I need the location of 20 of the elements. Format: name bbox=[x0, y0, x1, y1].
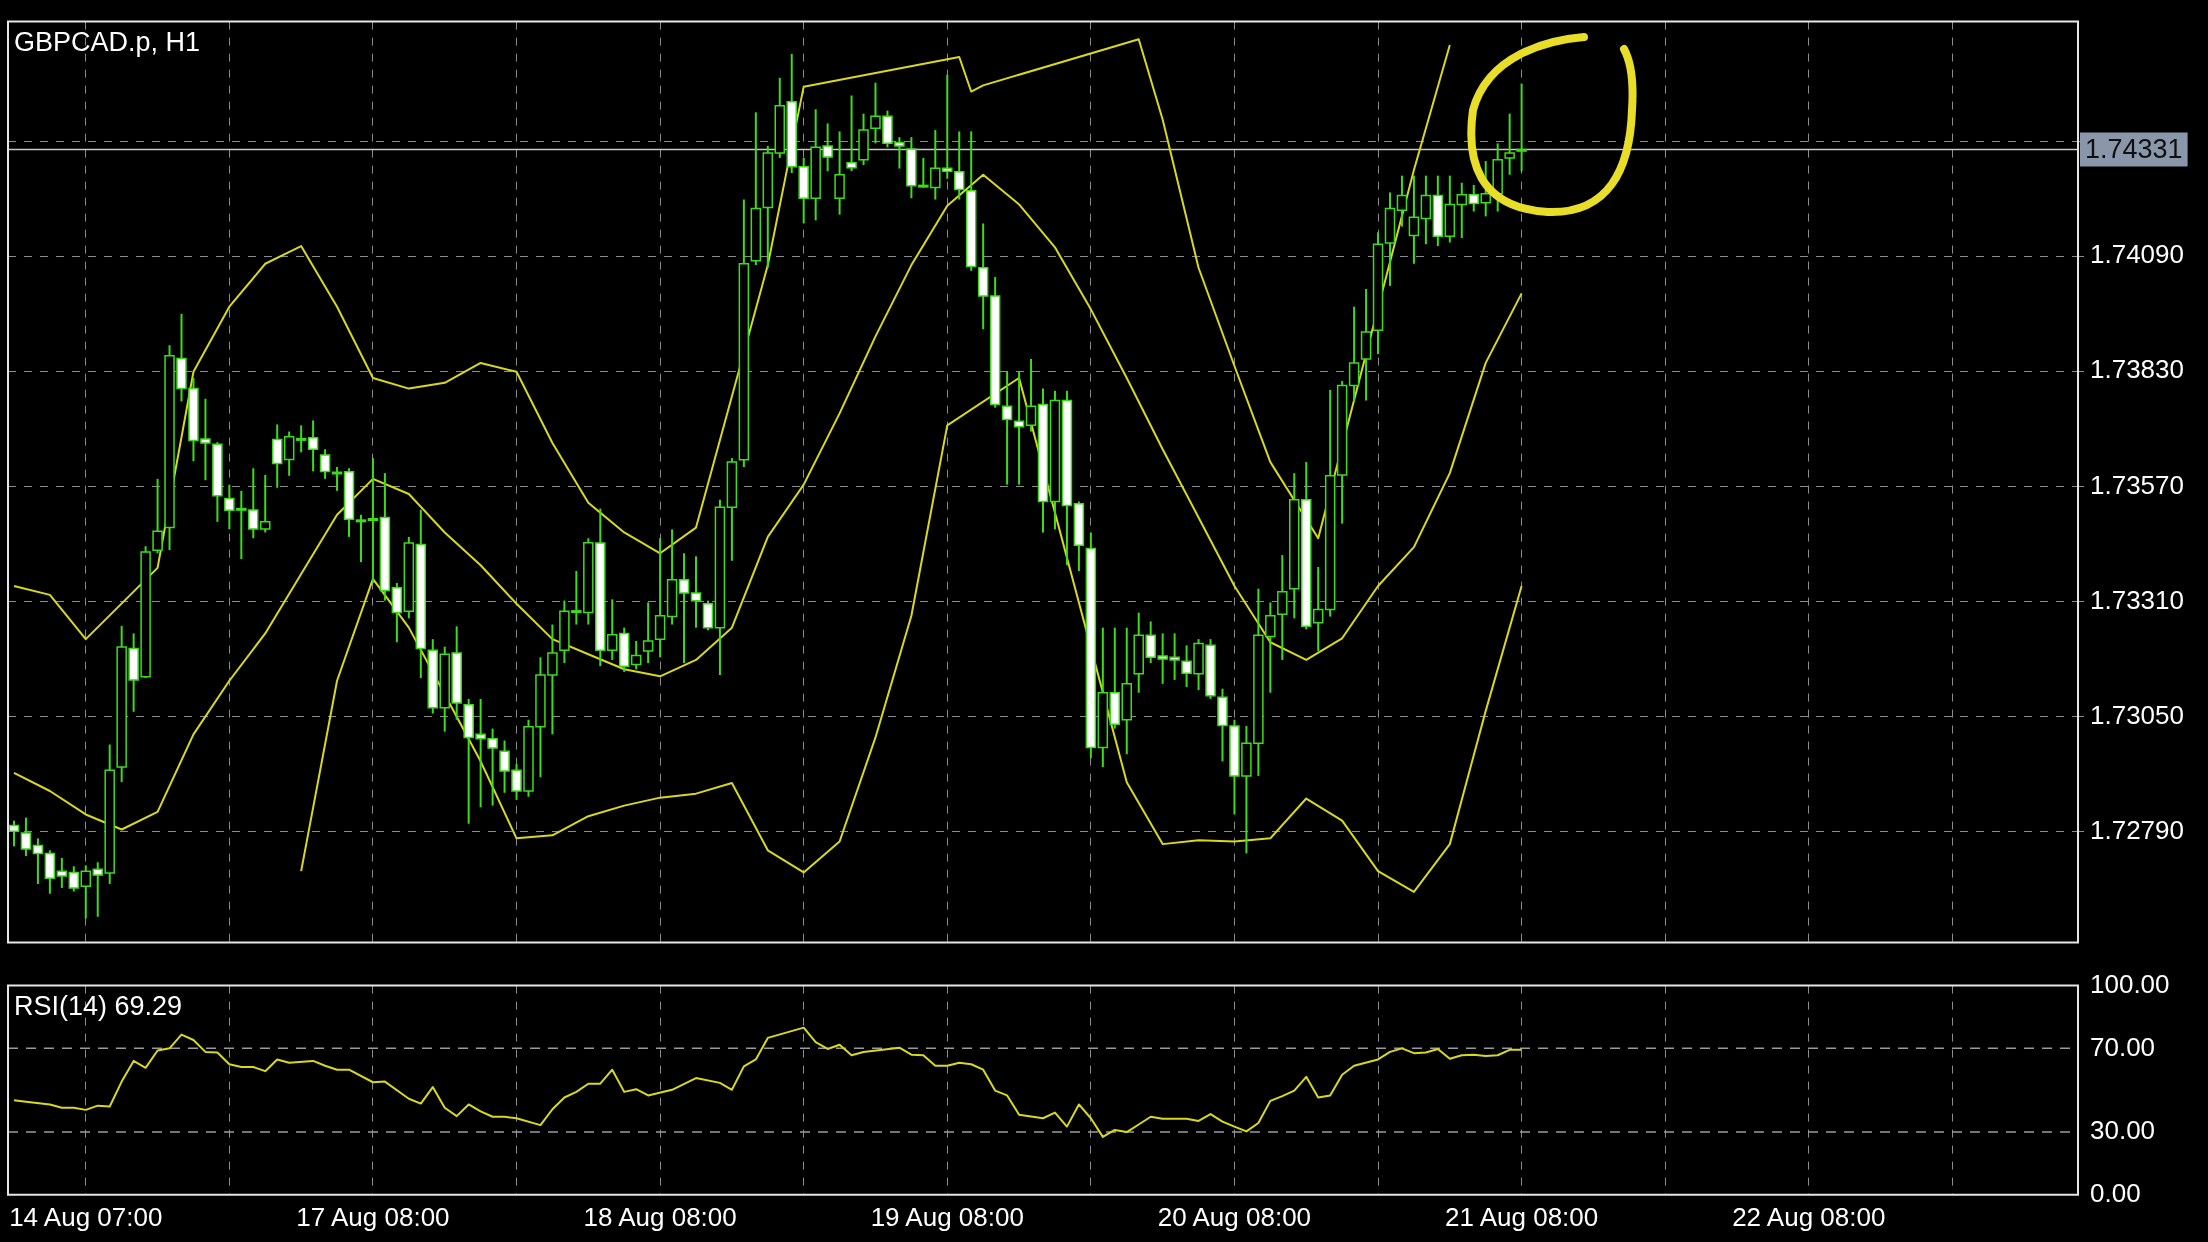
x-tick-label: 19 Aug 08:00 bbox=[870, 1201, 1024, 1232]
y-tick-label: 70.00 bbox=[2090, 1031, 2156, 1062]
y-tick-label: 30.00 bbox=[2090, 1115, 2156, 1146]
y-tick-label: 0.00 bbox=[2090, 1177, 2141, 1208]
x-tick-label: 22 Aug 08:00 bbox=[1732, 1201, 1886, 1232]
x-tick-label: 21 Aug 08:00 bbox=[1444, 1201, 1599, 1232]
chart-title: RSI(14) 69.29 bbox=[14, 990, 183, 1021]
y-tick-label: 1.73050 bbox=[2090, 699, 2184, 730]
y-tick-label: 1.73310 bbox=[2090, 584, 2184, 615]
x-tick-label: 18 Aug 08:00 bbox=[583, 1201, 737, 1232]
y-tick-label: 1.74090 bbox=[2090, 239, 2184, 270]
y-tick-label: 100.00 bbox=[2090, 968, 2170, 999]
y-tick-label: 1.72790 bbox=[2090, 814, 2184, 845]
x-tick-label: 20 Aug 08:00 bbox=[1157, 1201, 1312, 1232]
ref-line-label: 1.74331 bbox=[2085, 133, 2183, 164]
chart-title: GBPCAD.p, H1 bbox=[14, 26, 201, 57]
y-tick-label: 1.73570 bbox=[2090, 469, 2184, 500]
y-tick-label: 1.73830 bbox=[2090, 354, 2184, 385]
x-tick-label: 14 Aug 07:00 bbox=[9, 1201, 163, 1232]
x-tick-label: 17 Aug 08:00 bbox=[296, 1201, 450, 1232]
